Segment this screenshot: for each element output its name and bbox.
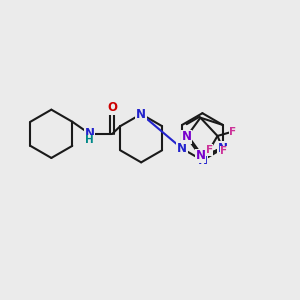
- Text: H: H: [85, 135, 94, 145]
- Text: O: O: [107, 101, 117, 114]
- Text: F: F: [229, 127, 236, 136]
- Text: N: N: [136, 108, 146, 121]
- Text: N: N: [197, 154, 207, 167]
- Text: F: F: [220, 146, 227, 156]
- Text: N: N: [195, 149, 206, 162]
- Text: F: F: [206, 145, 213, 155]
- Text: N: N: [218, 142, 228, 155]
- Text: N: N: [182, 130, 192, 143]
- Text: N: N: [177, 142, 187, 155]
- Text: N: N: [85, 127, 94, 140]
